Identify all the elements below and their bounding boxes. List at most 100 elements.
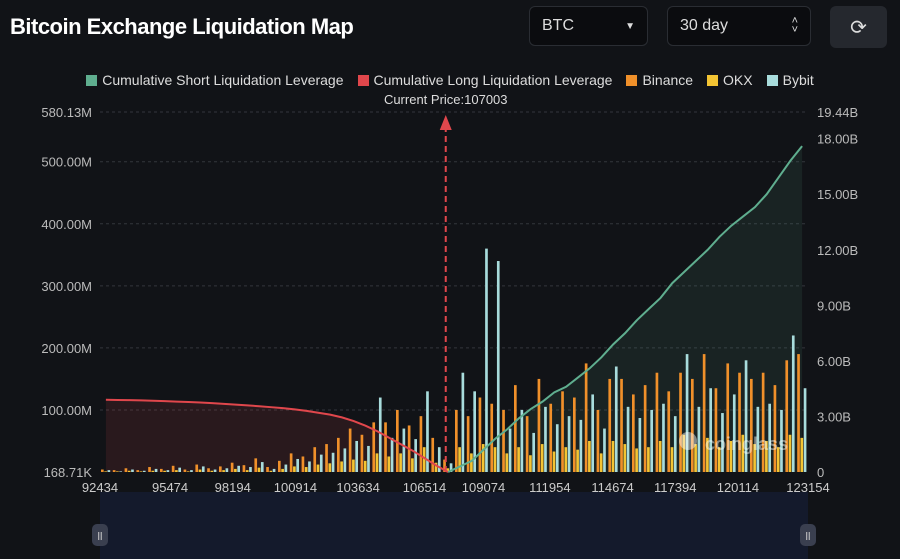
bar-bybit xyxy=(626,406,630,472)
bar-okx xyxy=(245,470,249,472)
legend-label: Binance xyxy=(642,72,694,88)
bar-binance xyxy=(584,363,588,472)
bar-binance xyxy=(160,468,163,472)
bar-bybit xyxy=(284,464,288,472)
bar-okx xyxy=(729,440,733,472)
bar-bybit xyxy=(272,468,276,472)
bar-bybit xyxy=(166,470,170,472)
legend-short[interactable]: Cumulative Short Liquidation Leverage xyxy=(86,72,344,88)
bar-okx xyxy=(517,447,520,472)
bar-okx xyxy=(234,468,237,472)
bar-bybit xyxy=(791,335,795,472)
zoom-slider-handle[interactable] xyxy=(800,524,816,546)
bar-binance xyxy=(419,416,423,472)
bar-binance xyxy=(348,428,352,472)
bar-bybit xyxy=(378,397,382,472)
period-select-value: 30 day xyxy=(680,17,729,34)
bar-bybit xyxy=(190,470,193,472)
bar-bybit xyxy=(520,409,524,472)
bar-bybit xyxy=(296,458,299,472)
bar-binance xyxy=(714,388,718,472)
bar-okx xyxy=(682,434,686,472)
y-right-tick-label: 3.00B xyxy=(817,409,851,424)
bar-bybit xyxy=(107,470,111,472)
bar-bybit xyxy=(744,360,748,472)
bar-bybit xyxy=(237,465,240,472)
short-area xyxy=(448,146,803,472)
bar-okx xyxy=(776,447,780,472)
bar-okx xyxy=(293,466,296,472)
bar-binance xyxy=(219,466,222,472)
bar-bybit xyxy=(119,471,122,472)
bar-okx xyxy=(599,453,603,472)
bar-okx xyxy=(717,447,721,472)
bar-bybit xyxy=(343,448,347,472)
refresh-button[interactable]: ⟳ xyxy=(830,6,887,48)
x-tick-label: 120114 xyxy=(717,480,759,495)
bar-binance xyxy=(608,378,612,472)
bar-binance xyxy=(502,409,505,472)
bar-binance xyxy=(266,467,269,472)
bar-binance xyxy=(596,409,600,472)
bar-binance xyxy=(514,385,517,472)
y-left-tick-label: 300.00M xyxy=(41,279,92,294)
page-title: Bitcoin Exchange Liquidation Map xyxy=(10,14,354,39)
bar-bybit xyxy=(780,409,783,472)
bar-bybit xyxy=(426,391,429,472)
refresh-icon: ⟳ xyxy=(850,16,867,39)
bar-okx xyxy=(576,449,579,472)
legend-okx[interactable]: OKX xyxy=(707,72,753,88)
bar-bybit xyxy=(709,388,712,472)
bar-bybit xyxy=(567,416,571,472)
bar-bybit xyxy=(249,467,252,472)
bar-okx xyxy=(399,453,402,472)
y-right-tick-label: 15.00B xyxy=(817,187,858,202)
bar-binance xyxy=(655,372,659,472)
bar-okx xyxy=(352,459,355,472)
bar-binance xyxy=(537,378,541,472)
bar-binance xyxy=(679,372,682,472)
bar-okx xyxy=(647,447,650,472)
zoom-slider-handle[interactable] xyxy=(92,524,108,546)
bar-binance xyxy=(455,409,458,472)
bar-bybit xyxy=(603,428,606,472)
bar-okx xyxy=(210,470,214,472)
y-right-tick-label: 18.00B xyxy=(817,132,858,147)
period-select[interactable]: 30 day ˄ ˅ xyxy=(667,6,811,46)
legend-label: Bybit xyxy=(782,72,814,88)
current-price-label: Current Price:107003 xyxy=(384,92,508,107)
bar-binance xyxy=(773,385,777,472)
bar-okx xyxy=(422,447,426,472)
x-tick-label: 100914 xyxy=(274,480,317,495)
legend-binance[interactable]: Binance xyxy=(626,72,693,88)
bar-bybit xyxy=(473,391,476,472)
legend-swatch xyxy=(766,74,778,86)
legend-label: Cumulative Long Liquidation Leverage xyxy=(373,72,613,88)
bar-bybit xyxy=(213,469,217,472)
bar-binance xyxy=(207,468,210,472)
legend-label: Cumulative Short Liquidation Leverage xyxy=(102,72,344,88)
bar-binance xyxy=(124,468,128,472)
y-left-tick-label: 100.00M xyxy=(41,403,92,418)
bar-okx xyxy=(706,437,709,472)
bar-bybit xyxy=(614,366,618,472)
legend-long[interactable]: Cumulative Long Liquidation Leverage xyxy=(357,72,613,88)
bar-binance xyxy=(242,465,246,472)
bar-binance xyxy=(573,397,576,472)
bar-okx xyxy=(481,444,485,472)
coin-select[interactable]: BTC ▼ xyxy=(529,6,648,46)
bar-okx xyxy=(186,471,190,472)
bar-okx xyxy=(529,455,532,472)
bar-bybit xyxy=(201,466,205,472)
y-left-tick-label: 168.71K xyxy=(44,465,93,480)
bar-okx xyxy=(198,469,202,472)
coin-select-value: BTC xyxy=(542,17,574,34)
bar-okx xyxy=(446,468,450,472)
bar-okx xyxy=(281,468,284,472)
legend-bybit[interactable]: Bybit xyxy=(766,72,814,88)
bar-okx xyxy=(458,447,461,472)
bar-bybit xyxy=(402,428,406,472)
bar-okx xyxy=(175,470,178,472)
bar-bybit xyxy=(131,469,134,472)
